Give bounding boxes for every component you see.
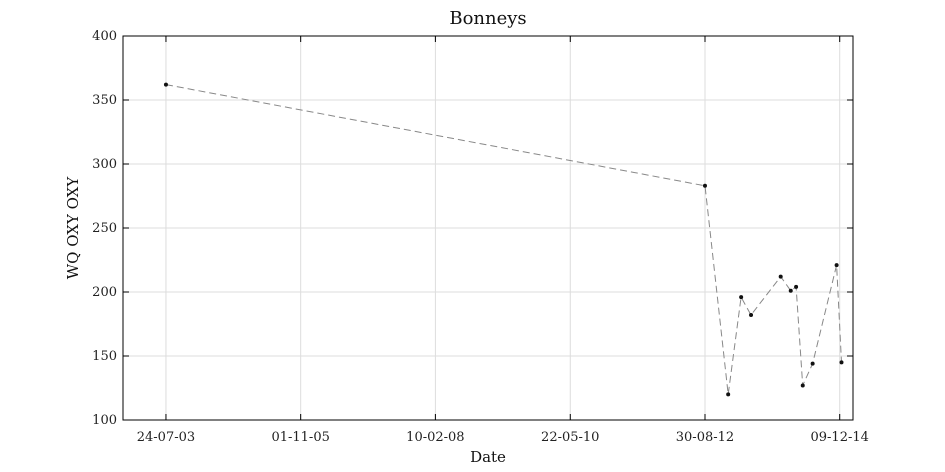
series-group	[163, 82, 844, 397]
x-tick-label: 22-05-10	[541, 430, 599, 445]
data-point	[726, 392, 731, 397]
grid-lines	[123, 35, 853, 421]
x-axis-label: Date	[470, 448, 506, 466]
x-tick-label: 09-12-14	[810, 430, 868, 445]
data-point	[749, 313, 754, 318]
data-point	[163, 82, 168, 87]
data-point	[739, 295, 744, 300]
x-tick-label: 01-11-05	[271, 430, 329, 445]
chart-title: Bonneys	[449, 8, 526, 29]
data-point	[839, 360, 844, 365]
y-tick-label: 200	[92, 285, 117, 300]
data-point	[794, 284, 799, 289]
x-tick-label: 30-08-12	[676, 430, 734, 445]
data-point	[800, 383, 805, 388]
data-point	[810, 361, 815, 366]
y-tick-label: 300	[92, 157, 117, 172]
data-point	[788, 288, 793, 293]
axis-ticks: 100 150 200 250 300 350 400 24-07-03 01-11-05 10-…	[92, 29, 869, 445]
data-point	[778, 274, 783, 279]
y-tick-label: 150	[92, 349, 117, 364]
y-tick-label: 400	[92, 29, 117, 44]
y-axis-label: WQ OXY OXY	[64, 176, 82, 280]
x-tick-label: 24-07-03	[137, 430, 195, 445]
y-tick-label: 250	[92, 221, 117, 236]
y-tick-label: 350	[92, 93, 117, 108]
series-line	[165, 84, 842, 395]
x-tick-label: 10-02-08	[406, 430, 464, 445]
data-point	[702, 183, 707, 188]
y-tick-label: 100	[92, 413, 117, 428]
data-point	[834, 263, 839, 268]
